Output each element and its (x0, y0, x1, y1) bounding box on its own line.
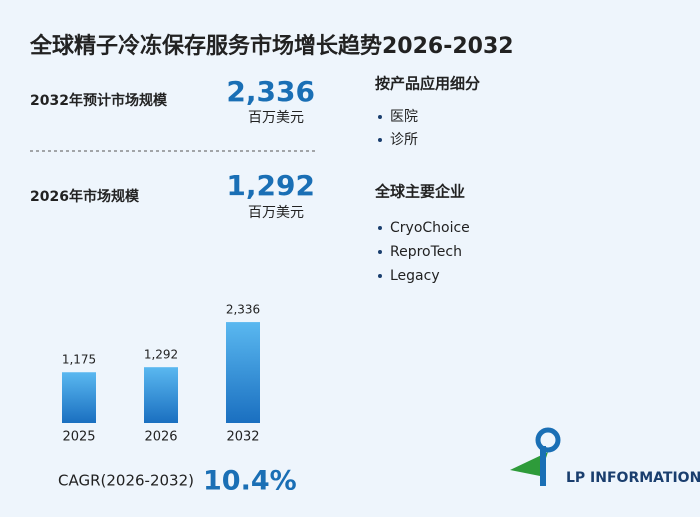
stat-value: 2,336 (226, 75, 315, 108)
companies-title: 全球主要企业 (374, 183, 465, 201)
bar (62, 372, 96, 423)
stat-label: 2032年预计市场规模 (30, 92, 168, 109)
x-tick-label: 2026 (144, 430, 177, 445)
title: 全球精子冷冻保存服务市场增长趋势2026-2032 (29, 33, 514, 59)
cagr-value: 10.4% (203, 466, 297, 497)
logo-ring (535, 427, 561, 453)
stat-unit: 百万美元 (248, 205, 304, 221)
bullet (378, 115, 382, 119)
stat-unit: 百万美元 (248, 110, 304, 126)
bullet (378, 250, 382, 254)
stat-value: 1,292 (226, 169, 315, 202)
value-label: 1,175 (62, 353, 96, 367)
logo-stem (540, 446, 546, 486)
cagr-label: CAGR(2026-2032) (58, 472, 194, 490)
list-item: Legacy (390, 268, 440, 284)
list-item: 诊所 (390, 132, 418, 148)
bullet (378, 226, 382, 230)
list-item: CryoChoice (390, 220, 470, 236)
list-item: 医院 (390, 109, 418, 125)
logo-text: LP INFORMATION (566, 470, 700, 486)
bar (226, 322, 260, 423)
x-tick-label: 2025 (62, 430, 95, 445)
value-label: 1,292 (144, 348, 178, 362)
logo: LP INFORMATION (510, 427, 700, 486)
list-item: ReproTech (390, 244, 462, 260)
segments-title: 按产品应用细分 (375, 75, 480, 93)
x-tick-label: 2032 (226, 430, 259, 445)
bullet (378, 138, 382, 142)
logo-swoosh (510, 452, 548, 476)
bullet (378, 274, 382, 278)
stat-label: 2026年市场规模 (30, 188, 140, 205)
bar (144, 367, 178, 423)
value-label: 2,336 (226, 303, 260, 317)
